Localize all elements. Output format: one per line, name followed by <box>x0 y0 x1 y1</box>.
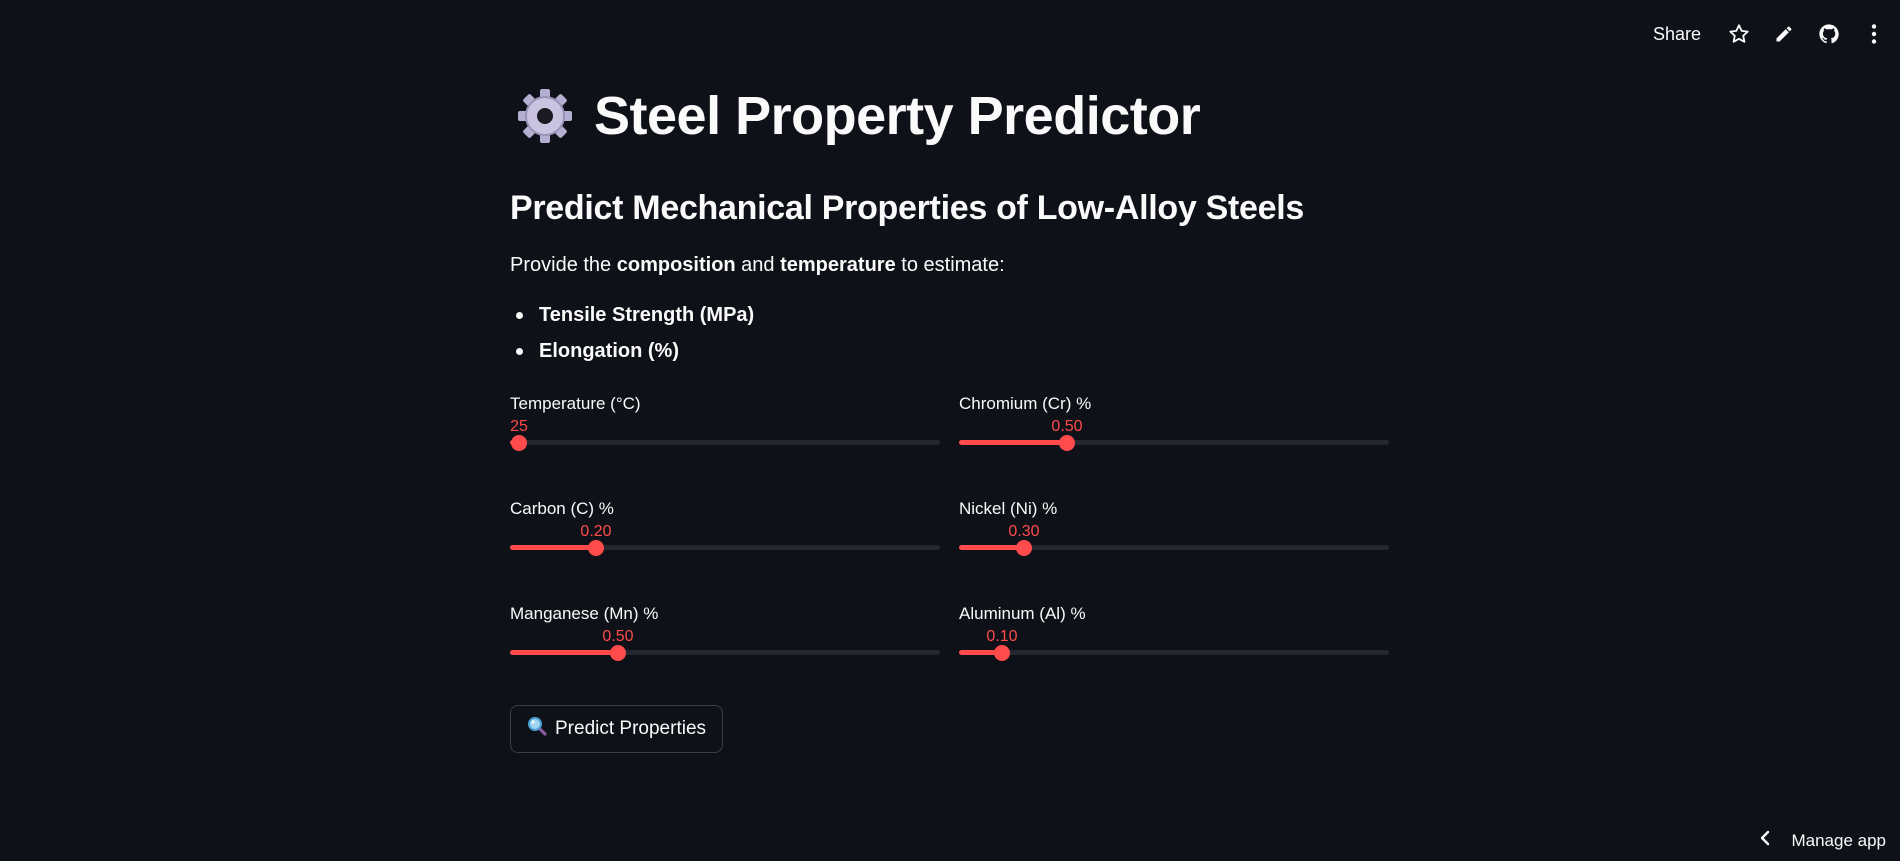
slider-track[interactable] <box>959 539 1389 556</box>
title-row: Steel Property Predictor <box>516 86 1201 146</box>
slider-label: Chromium (Cr) % <box>959 394 1092 413</box>
slider-track[interactable] <box>959 644 1389 661</box>
slider-value: 0.20 <box>580 523 612 540</box>
slider-temperature: Temperature (°C) 25 <box>510 393 940 463</box>
slider-thumb[interactable] <box>994 644 1010 661</box>
intro-middle: and <box>735 254 781 276</box>
header-toolbar: Share <box>1653 22 1886 46</box>
github-icon[interactable] <box>1817 22 1841 46</box>
slider-manganese: Manganese (Mn) % 0.50 <box>510 603 940 673</box>
slider-track[interactable] <box>959 434 1389 451</box>
slider-carbon: Carbon (C) % 0.20 <box>510 498 940 568</box>
page-subtitle: Predict Mechanical Properties of Low-All… <box>510 189 1304 227</box>
slider-track[interactable] <box>510 434 940 451</box>
slider-label: Manganese (Mn) % <box>510 604 659 623</box>
slider-aluminum: Aluminum (Al) % 0.10 <box>959 603 1389 673</box>
magnifier-icon <box>527 716 547 742</box>
slider-thumb[interactable] <box>511 434 527 451</box>
gear-icon <box>516 87 574 145</box>
intro-bold-temperature: temperature <box>780 254 896 276</box>
slider-value: 0.50 <box>1051 418 1083 435</box>
slider-track[interactable] <box>510 539 940 556</box>
slider-fill <box>959 545 1024 550</box>
slider-track[interactable] <box>510 644 940 661</box>
intro-bold-composition: composition <box>616 254 736 276</box>
slider-value: 0.30 <box>1008 523 1040 540</box>
slider-label: Aluminum (Al) % <box>959 604 1086 623</box>
predict-properties-button[interactable]: Predict Properties <box>510 705 724 753</box>
slider-value: 25 <box>510 418 528 435</box>
star-icon[interactable] <box>1727 22 1751 46</box>
slider-chromium: Chromium (Cr) % 0.50 <box>959 393 1389 463</box>
slider-fill <box>959 650 1002 655</box>
manage-app-button[interactable]: Manage app <box>1759 830 1886 851</box>
list-item-elongation: Elongation (%) <box>510 338 754 364</box>
slider-label: Nickel (Ni) % <box>959 499 1058 518</box>
output-list: Tensile Strength (MPa) Elongation (%) <box>510 302 754 374</box>
intro-text: Provide the composition and temperature … <box>510 252 1005 278</box>
edit-icon[interactable] <box>1772 22 1796 46</box>
slider-label: Temperature (°C) <box>510 394 641 413</box>
intro-prefix: Provide the <box>510 254 617 276</box>
slider-thumb[interactable] <box>1016 539 1032 556</box>
chevron-left-icon <box>1759 830 1771 851</box>
slider-thumb[interactable] <box>588 539 604 556</box>
predict-button-label: Predict Properties <box>555 718 707 739</box>
slider-label: Carbon (C) % <box>510 499 614 518</box>
slider-value: 0.50 <box>602 628 634 645</box>
slider-nickel: Nickel (Ni) % 0.30 <box>959 498 1389 568</box>
slider-fill <box>510 650 618 655</box>
slider-fill <box>959 440 1067 445</box>
slider-thumb[interactable] <box>1059 434 1075 451</box>
manage-app-label: Manage app <box>1791 830 1886 850</box>
intro-suffix: to estimate: <box>895 254 1005 276</box>
slider-thumb[interactable] <box>610 644 626 661</box>
more-icon[interactable] <box>1862 22 1886 46</box>
list-item-tensile-strength: Tensile Strength (MPa) <box>510 302 754 328</box>
share-button[interactable]: Share <box>1652 23 1701 44</box>
slider-fill <box>510 545 596 550</box>
page-title: Steel Property Predictor <box>594 86 1201 146</box>
slider-value: 0.10 <box>986 628 1018 645</box>
